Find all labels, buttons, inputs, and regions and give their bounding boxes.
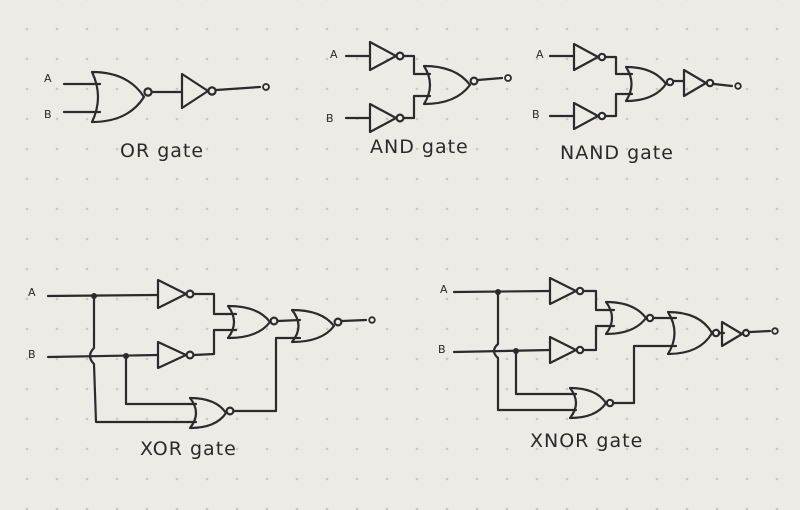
not-gate-a-bubble bbox=[575, 286, 585, 296]
wire-xor-nor1-out bbox=[276, 318, 302, 323]
not-gate-a-bubble bbox=[185, 289, 195, 299]
not-gate-out-symbol bbox=[720, 320, 744, 348]
nor-gate-out-bubble bbox=[333, 317, 343, 327]
nand-input-b-label: B bbox=[532, 108, 540, 121]
nor-gate-1-bubble bbox=[645, 313, 655, 323]
not-gate-b-symbol bbox=[156, 340, 188, 370]
output-terminal bbox=[504, 74, 512, 82]
wire-xnor-b bbox=[452, 348, 552, 354]
wire-and-a2 bbox=[402, 54, 432, 76]
wire-xnor-a bbox=[452, 289, 552, 294]
not-gate-b-bubble bbox=[395, 113, 405, 123]
nand-gate-circuit bbox=[548, 42, 742, 131]
wire-xnor-out bbox=[748, 329, 772, 334]
xor-input-b-label: B bbox=[28, 348, 36, 361]
not-bubble bbox=[207, 86, 217, 96]
not-gate-b-bubble bbox=[185, 350, 195, 360]
not-gate-a-bubble bbox=[597, 52, 607, 62]
and-gate-caption: AND gate bbox=[370, 136, 469, 158]
wire-xor-a-branch bbox=[88, 294, 198, 424]
output-terminal bbox=[771, 327, 779, 335]
wire-xor-nor2-out bbox=[232, 336, 302, 413]
wire-xor-b-branch bbox=[124, 354, 198, 406]
output-terminal bbox=[734, 82, 742, 90]
output-terminal bbox=[368, 316, 376, 324]
xor-input-a-label: A bbox=[28, 286, 36, 299]
nor-gate-1-bubble bbox=[269, 316, 279, 326]
xor-gate-caption: XOR gate bbox=[140, 438, 237, 460]
not-gate-b-symbol bbox=[368, 102, 398, 134]
nand-gate-caption: NAND gate bbox=[560, 142, 674, 164]
wire-xor-a bbox=[46, 293, 160, 298]
xnor-input-b-label: B bbox=[438, 343, 446, 356]
xnor-gate-caption: XNOR gate bbox=[530, 430, 644, 452]
wire-xor-b bbox=[46, 353, 160, 359]
nor-bubble bbox=[143, 87, 153, 97]
nor-gate-2-symbol bbox=[568, 386, 608, 420]
wire-xnor-b-branch bbox=[514, 349, 578, 396]
wire-nand-out bbox=[712, 82, 734, 88]
and-gate-circuit bbox=[344, 40, 512, 134]
or-gate-caption: OR gate bbox=[120, 140, 205, 162]
xnor-gate-circuit bbox=[452, 276, 779, 420]
not-gate-b-bubble bbox=[597, 111, 607, 121]
xnor-input-a-label: A bbox=[440, 283, 448, 296]
not-gate-a-symbol bbox=[368, 40, 398, 72]
or-input-b-label: B bbox=[44, 108, 52, 121]
wire-nand-a2 bbox=[604, 55, 634, 76]
wire-xor-out bbox=[340, 318, 368, 323]
nor-gate-1-symbol bbox=[226, 304, 272, 340]
output-terminal bbox=[262, 83, 270, 91]
wire-and-b2 bbox=[402, 94, 432, 120]
not-gate-b-symbol bbox=[548, 335, 578, 365]
nor-bubble bbox=[665, 77, 675, 87]
nor-gate-symbol bbox=[90, 70, 146, 124]
nor-gate-1-symbol bbox=[604, 300, 648, 336]
nor-gate-out-symbol bbox=[290, 308, 336, 344]
nor-gate-3-bubble bbox=[711, 328, 721, 338]
not-gate-a-bubble bbox=[395, 51, 405, 61]
wire-xnor-nota bbox=[582, 289, 616, 312]
or-gate-circuit bbox=[62, 70, 270, 124]
not-gate-out-bubble bbox=[705, 78, 715, 88]
nor-gate-2-bubble bbox=[225, 406, 235, 416]
wire-xor-notb bbox=[192, 328, 238, 357]
and-input-b-label: B bbox=[326, 112, 334, 125]
not-gate-b-symbol bbox=[572, 101, 600, 131]
xor-gate-circuit bbox=[46, 278, 376, 430]
not-gate-symbol bbox=[180, 72, 210, 110]
nor-gate-2-symbol bbox=[188, 396, 228, 430]
wire-xor-nota bbox=[192, 292, 238, 316]
wire-xnor-notb bbox=[582, 324, 616, 352]
wire-and-out bbox=[476, 76, 504, 82]
wire-xnor-a-branch bbox=[492, 290, 578, 412]
wire-or-out bbox=[214, 85, 262, 92]
not-gate-a-symbol bbox=[156, 278, 188, 310]
or-input-a-label: A bbox=[44, 72, 52, 85]
nor-gate-3-symbol bbox=[666, 310, 714, 356]
wire-nand-b2 bbox=[604, 92, 634, 118]
not-gate-out-bubble bbox=[741, 328, 751, 338]
not-gate-out-symbol bbox=[682, 68, 708, 98]
nor-gate-2-bubble bbox=[605, 398, 615, 408]
nor-gate-symbol bbox=[624, 65, 668, 103]
not-gate-a-symbol bbox=[572, 42, 600, 72]
nor-bubble bbox=[469, 76, 479, 86]
nand-input-a-label: A bbox=[536, 48, 544, 61]
and-input-a-label: A bbox=[330, 48, 338, 61]
not-gate-b-bubble bbox=[575, 345, 585, 355]
nor-gate-symbol bbox=[422, 64, 472, 106]
not-gate-a-symbol bbox=[548, 276, 578, 306]
wire-xnor-nor2-out bbox=[612, 344, 678, 405]
